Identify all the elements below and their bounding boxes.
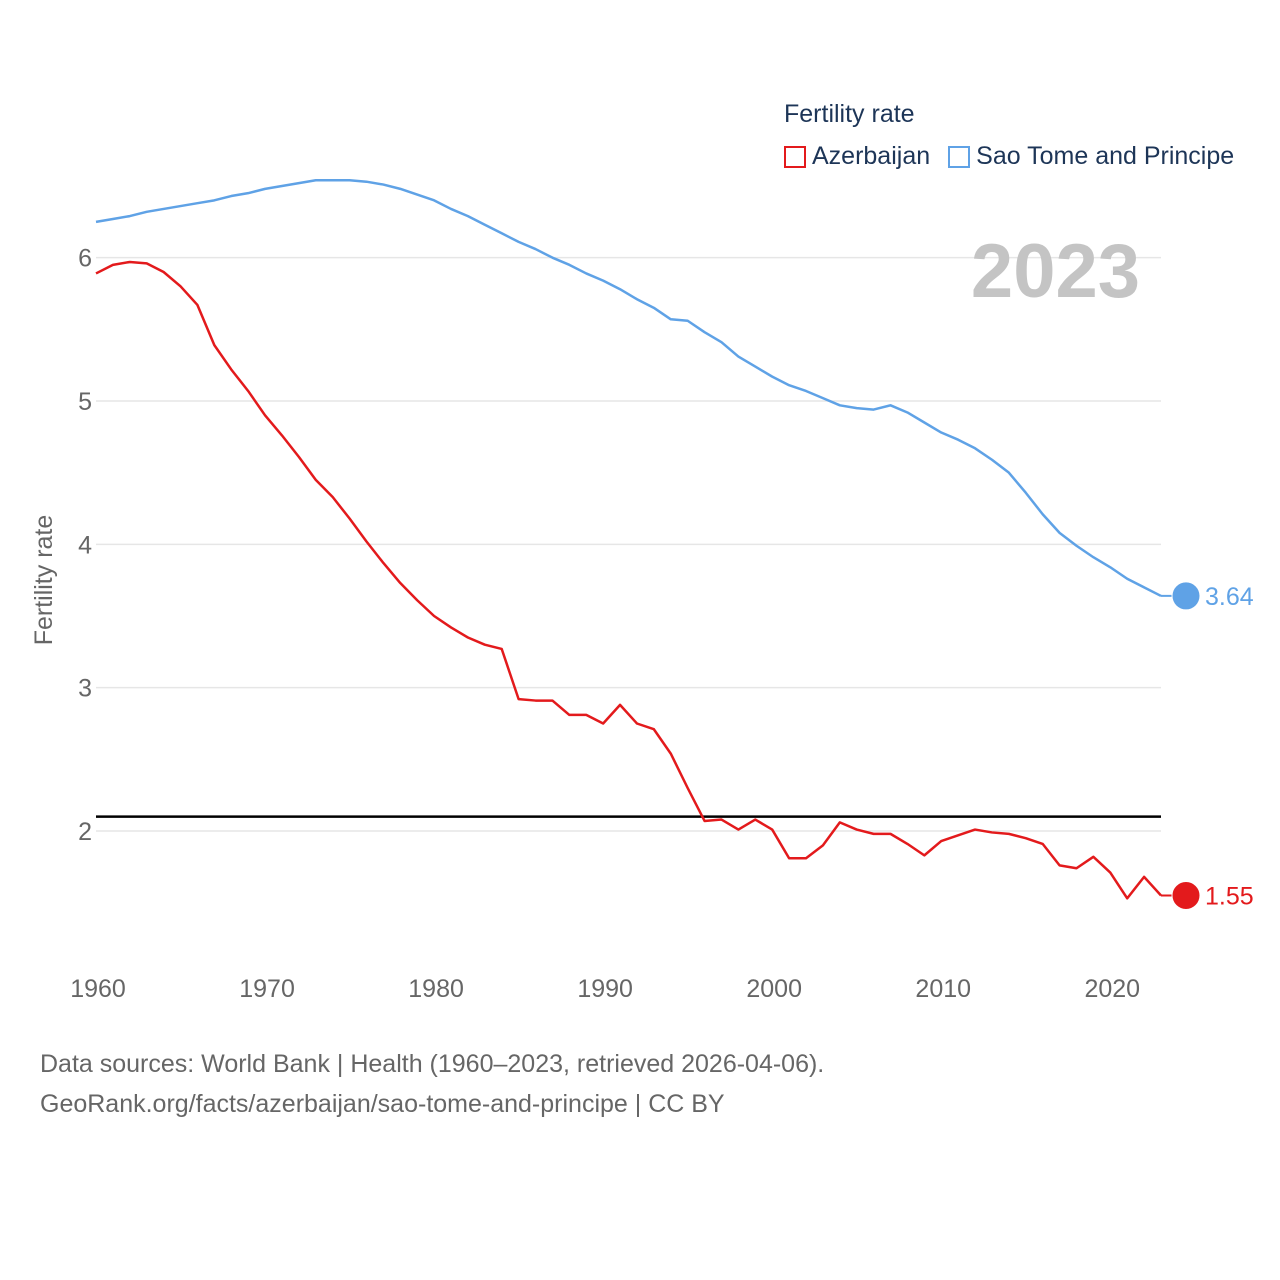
y-tick-label: 3 [78, 675, 92, 703]
x-tick-label: 1990 [577, 975, 633, 1003]
series-lines [95, 179, 1162, 900]
legend-label-sao-tome: Sao Tome and Principe [976, 142, 1235, 170]
legend-item-sao-tome[interactable]: Sao Tome and Principe [948, 142, 1234, 171]
legend-title: Fertility rate [784, 100, 915, 128]
series-line-1 [95, 179, 1162, 598]
y-tick-label: 2 [78, 818, 92, 846]
grid-lines [96, 256, 1161, 832]
y-tick-label: 4 [78, 531, 92, 559]
x-tick-label: 2010 [915, 975, 971, 1003]
y-tick-label: 6 [78, 245, 92, 273]
legend-item-azerbaijan[interactable]: Azerbaijan [784, 142, 930, 171]
flag-marker-icon [1171, 881, 1201, 910]
y-axis-label: Fertility rate [30, 515, 58, 646]
flag-marker-icon [1171, 581, 1201, 611]
legend-label-azerbaijan: Azerbaijan [812, 142, 931, 170]
source-line-2: GeoRank.org/facts/azerbaijan/sao-tome-an… [40, 1090, 725, 1118]
x-tick-label: 2000 [746, 975, 802, 1003]
x-tick-label: 1960 [70, 975, 126, 1003]
y-tick-labels: 2 3 4 5 6 [78, 245, 92, 846]
x-tick-labels: 1960 1970 1980 1990 2000 2010 2020 [70, 975, 1140, 1003]
end-value-label: 1.55 [1205, 883, 1254, 911]
x-tick-label: 1980 [408, 975, 464, 1003]
current-year-label: 2023 [970, 229, 1140, 314]
legend-swatch-azerbaijan [784, 145, 806, 168]
series-end-markers: 1.55 3.64 [1161, 581, 1254, 911]
source-line-1: Data sources: World Bank | Health (1960–… [40, 1050, 825, 1078]
x-tick-label: 1970 [239, 975, 295, 1003]
end-value-label: 3.64 [1205, 583, 1254, 611]
legend: Azerbaijan Sao Tome and Principe [784, 142, 1252, 171]
series-line-0 [95, 260, 1162, 900]
y-tick-label: 5 [78, 388, 92, 416]
data-source-footer: Data sources: World Bank | Health (1960–… [40, 1044, 824, 1124]
x-tick-label: 2020 [1084, 975, 1140, 1003]
legend-swatch-sao-tome [948, 145, 971, 168]
